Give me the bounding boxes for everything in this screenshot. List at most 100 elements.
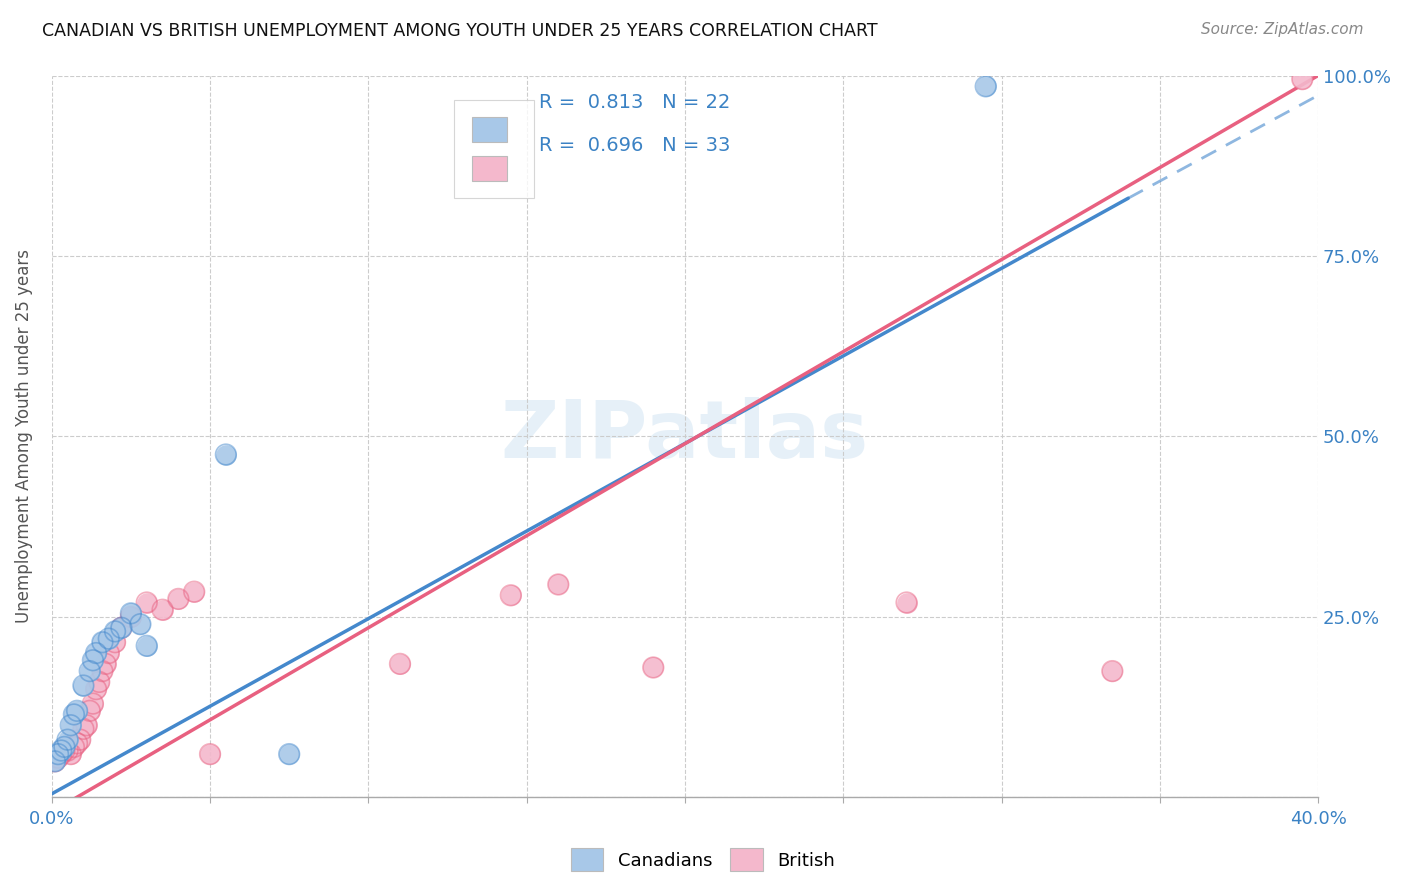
Point (53, 739, 76, 754)
Point (104, 635, 127, 649)
Point (198, 747, 221, 761)
Point (44, 755, 66, 769)
Point (82, 653, 104, 667)
Point (53, 739, 76, 754)
Point (896, 595, 918, 609)
Point (82, 653, 104, 667)
Point (152, 603, 174, 617)
Point (129, 617, 152, 632)
Point (1101, 664, 1123, 678)
Legend: , : , (454, 100, 534, 198)
Point (152, 603, 174, 617)
Point (120, 607, 142, 621)
Point (1101, 664, 1123, 678)
Point (59, 718, 82, 732)
Point (91, 635, 114, 649)
Point (896, 595, 918, 609)
Point (72, 722, 94, 736)
Point (46, 750, 69, 764)
Point (63, 707, 86, 722)
Point (76, 718, 98, 732)
Point (547, 577, 569, 591)
Point (215, 448, 238, 462)
Point (44, 755, 66, 769)
Point (547, 577, 569, 591)
Point (110, 621, 132, 635)
Point (84, 682, 107, 697)
Y-axis label: Unemployment Among Youth under 25 years: Unemployment Among Youth under 25 years (15, 250, 32, 624)
Point (110, 621, 132, 635)
Point (51, 743, 73, 757)
Point (94, 657, 117, 671)
Point (44, 755, 66, 769)
Point (129, 617, 152, 632)
Point (46, 747, 69, 761)
Point (167, 591, 190, 606)
Point (643, 660, 665, 674)
Point (388, 657, 411, 671)
Point (59, 718, 82, 732)
Point (66, 736, 89, 750)
Point (135, 595, 157, 609)
Point (215, 448, 238, 462)
Point (53, 743, 76, 757)
Point (104, 624, 127, 639)
Point (91, 664, 114, 678)
Text: CANADIAN VS BRITISH UNEMPLOYMENT AMONG YOUTH UNDER 25 YEARS CORRELATION CHART: CANADIAN VS BRITISH UNEMPLOYMENT AMONG Y… (42, 22, 877, 40)
Point (56, 743, 79, 757)
Point (1291, 72, 1313, 87)
Point (51, 747, 73, 761)
Text: R =  0.813   N = 22: R = 0.813 N = 22 (540, 93, 731, 112)
Point (56, 732, 79, 747)
Point (63, 739, 86, 754)
Point (974, 79, 997, 94)
Point (46, 750, 69, 764)
Point (104, 624, 127, 639)
Point (499, 588, 522, 602)
Point (278, 747, 301, 761)
Point (59, 747, 82, 761)
Point (82, 697, 104, 711)
Point (97, 632, 120, 646)
Point (79, 704, 101, 718)
Point (79, 704, 101, 718)
Point (167, 591, 190, 606)
Point (89, 674, 111, 689)
Point (97, 646, 120, 660)
Point (91, 635, 114, 649)
Point (66, 736, 89, 750)
Point (59, 747, 82, 761)
Point (110, 621, 132, 635)
Point (135, 639, 157, 653)
Point (120, 607, 142, 621)
Point (97, 632, 120, 646)
Point (388, 657, 411, 671)
Point (183, 584, 205, 599)
Point (84, 646, 107, 660)
Point (91, 664, 114, 678)
Point (72, 679, 94, 693)
Point (72, 722, 94, 736)
Point (46, 747, 69, 761)
Point (82, 697, 104, 711)
Point (135, 595, 157, 609)
Point (104, 635, 127, 649)
Point (56, 743, 79, 757)
Point (1291, 72, 1313, 87)
Point (499, 588, 522, 602)
Point (66, 704, 89, 718)
Point (84, 682, 107, 697)
Legend: Canadians, British: Canadians, British (564, 841, 842, 879)
Point (110, 621, 132, 635)
Point (94, 657, 117, 671)
Text: ZIPatlas: ZIPatlas (501, 398, 869, 475)
Point (51, 747, 73, 761)
Point (135, 639, 157, 653)
Point (84, 646, 107, 660)
Point (89, 674, 111, 689)
Point (79, 664, 101, 678)
Point (53, 743, 76, 757)
Point (51, 743, 73, 757)
Point (278, 747, 301, 761)
Point (974, 79, 997, 94)
